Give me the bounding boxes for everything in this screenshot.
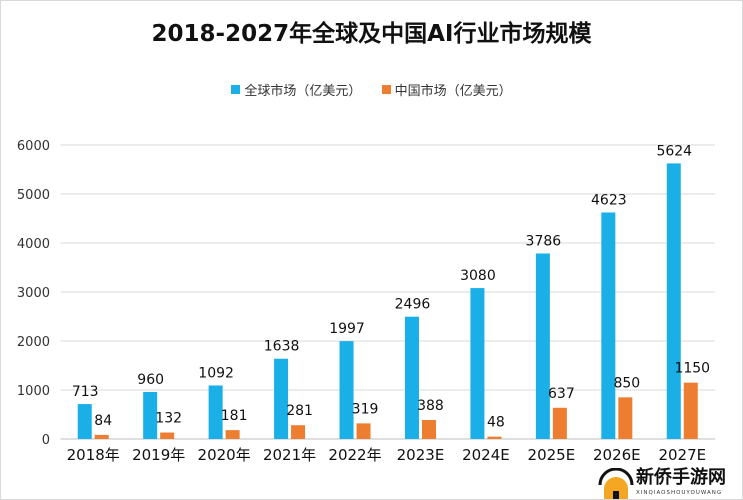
bar-china (552, 407, 567, 439)
data-label-china: 388 (417, 398, 444, 414)
data-label-china: 850 (613, 375, 640, 391)
data-label-global: 3080 (460, 268, 496, 284)
data-label-global: 3786 (526, 233, 562, 249)
data-label-global: 960 (137, 372, 164, 388)
x-tick-label: 2025E (528, 446, 576, 464)
data-label-china: 48 (487, 415, 505, 431)
y-tick-label: 4000 (17, 237, 50, 252)
data-label-china: 319 (352, 401, 379, 417)
x-tick-label: 2023E (397, 446, 445, 464)
x-tick-label: 2019年 (132, 446, 185, 464)
legend-item-china: 中国市场（亿美元） (381, 80, 512, 99)
bar-global (143, 391, 158, 439)
bar-china (487, 436, 502, 439)
x-tick-label: 2021年 (263, 446, 316, 464)
data-label-china: 281 (286, 403, 313, 419)
bar-global (339, 341, 354, 439)
data-label-china: 132 (155, 411, 182, 427)
watermark-logo: 新侨手游网 XINQIAOSHOUYOUWANG (596, 468, 741, 499)
bar-china (618, 397, 633, 439)
data-label-global: 1092 (198, 365, 234, 381)
bar-global (274, 358, 289, 439)
y-tick-label: 3000 (17, 286, 50, 301)
y-tick-label: 1000 (17, 384, 50, 399)
bar-china (225, 430, 240, 439)
x-tick-label: 2022年 (328, 446, 381, 464)
bar-china (356, 423, 371, 439)
data-label-global: 5624 (656, 143, 692, 159)
bar-global (404, 316, 419, 439)
legend-label-global: 全球市场（亿美元） (244, 84, 362, 99)
bar-global (77, 404, 92, 439)
x-tick-label: 2026E (593, 446, 641, 464)
y-tick-label: 0 (42, 433, 50, 448)
bar-china (421, 419, 436, 439)
bar-china (683, 382, 698, 439)
y-tick-label: 5000 (17, 188, 50, 203)
bar-global (601, 212, 616, 439)
watermark-house-icon (598, 468, 634, 499)
bar-global (470, 288, 485, 439)
legend-label-china: 中国市场（亿美元） (394, 84, 512, 99)
x-tick-label: 2027E (658, 446, 706, 464)
data-label-global: 1638 (264, 339, 300, 355)
legend-swatch-global (231, 85, 241, 94)
bar-global (208, 385, 223, 439)
watermark-text: 新侨手游网 (636, 467, 726, 488)
data-label-china: 1150 (674, 361, 710, 377)
legend-item-global: 全球市场（亿美元） (231, 80, 361, 99)
legend-swatch-china (381, 85, 391, 94)
watermark-subtext: XINQIAOSHOUYOUWANG (636, 490, 723, 496)
x-tick-label: 2018年 (67, 446, 120, 464)
data-label-china: 181 (221, 408, 248, 424)
data-label-china: 637 (548, 386, 575, 402)
x-tick-label: 2024E (462, 446, 510, 464)
bar-china (160, 432, 175, 439)
bar-global (666, 163, 681, 439)
bar-china (94, 434, 109, 439)
chart-title: 2018-2027年全球及中国AI行业市场规模 (151, 21, 592, 47)
y-tick-label: 6000 (17, 139, 50, 154)
y-tick-label: 2000 (17, 335, 50, 350)
data-label-global: 2496 (395, 297, 431, 313)
data-label-global: 1997 (329, 321, 365, 337)
data-label-global: 713 (72, 384, 99, 400)
bar-china (291, 425, 306, 439)
bar-global (535, 253, 550, 439)
legend: 全球市场（亿美元） 中国市场（亿美元） (0, 80, 743, 99)
data-label-global: 4623 (591, 192, 627, 208)
data-label-china: 84 (94, 413, 112, 429)
x-tick-label: 2020年 (198, 446, 251, 464)
